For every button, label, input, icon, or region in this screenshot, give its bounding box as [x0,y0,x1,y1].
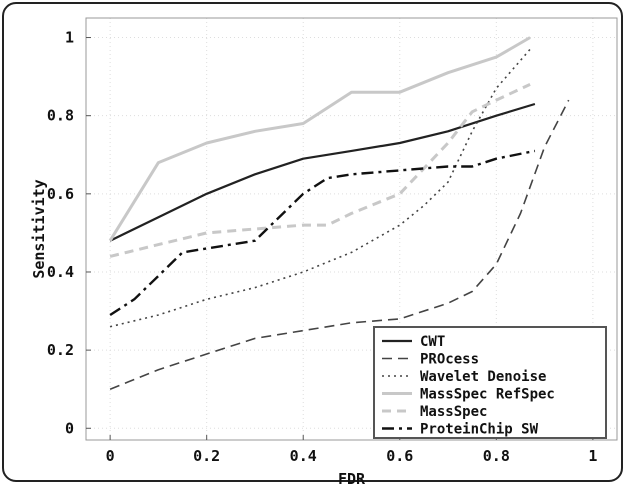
series-lines [108,36,570,390]
y-tick-label: 1 [65,29,74,47]
legend-entry: CWT [420,334,445,350]
series-line-3 [108,36,531,242]
series-line-1 [109,99,570,390]
grid [86,18,617,440]
y-tick-label: 0 [65,419,74,437]
x-axis-title: FDR [338,470,366,486]
x-tick-label: 0.6 [386,447,413,465]
series-line-4 [109,83,531,258]
x-tick-label: 1 [588,447,597,465]
x-tick-label: 0 [106,447,115,465]
plot-area-border [85,17,618,441]
legend-box [373,326,607,439]
x-tick-label: 0.8 [483,447,510,465]
y-axis-title: Sensitivity [30,179,48,278]
series-line-5 [109,149,536,317]
legend-entry: ProteinChip SW [420,422,539,438]
y-tick-label: 0.2 [47,341,74,359]
series-line-2 [109,48,531,328]
legend-entry: MassSpec RefSpec [420,387,555,403]
legend-entry: MassSpec [420,404,487,420]
series-line-0 [109,102,536,242]
y-tick-label: 0.8 [47,107,74,125]
legend-entry: Wavelet Denoise [420,369,546,385]
x-axis-ticks: 0 0.2 0.4 0.6 0.8 1 [106,435,597,465]
y-axis-ticks: 0 0.2 0.4 0.6 0.8 1 [47,29,91,437]
x-tick-label: 0.4 [290,447,317,465]
legend-entry: PROcess [420,352,479,368]
y-tick-label: 0.6 [47,185,74,203]
y-tick-label: 0.4 [47,263,74,281]
x-tick-label: 0.2 [193,447,220,465]
